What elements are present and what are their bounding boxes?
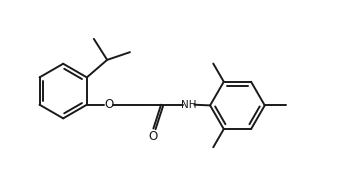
- Text: O: O: [104, 98, 113, 111]
- Text: NH: NH: [181, 100, 196, 110]
- Text: O: O: [148, 130, 157, 143]
